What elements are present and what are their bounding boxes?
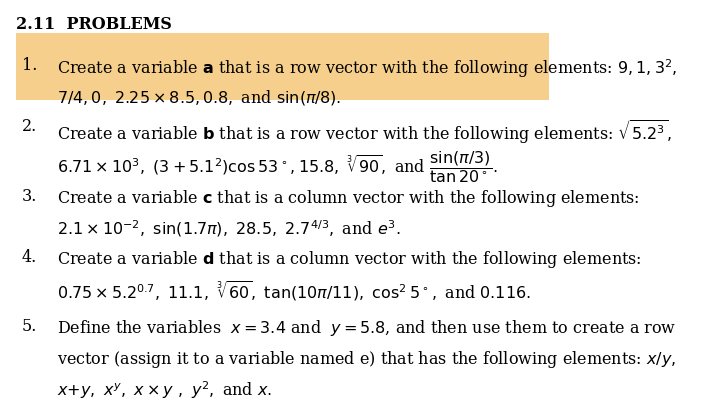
Text: 1.: 1. <box>22 57 37 74</box>
FancyBboxPatch shape <box>16 33 549 100</box>
Text: Define the variables $\ x = 3.4$ and $\ y = 5.8$, and then use them to create a : Define the variables $\ x = 3.4$ and $\ … <box>57 318 677 338</box>
Text: $0.75 \times 5.2^{0.7},\ 11.1,\ \sqrt[3]{60},\ \tan(10\pi/11),\ \cos^2 5^\circ,$: $0.75 \times 5.2^{0.7},\ 11.1,\ \sqrt[3]… <box>57 279 531 303</box>
Text: 2.: 2. <box>22 118 37 135</box>
Text: 3.: 3. <box>22 188 37 205</box>
Text: 5.: 5. <box>22 318 37 335</box>
Text: 4.: 4. <box>22 249 37 266</box>
Text: $x{+}y,\ x^y,\ x \times y\ ,\ y^2,$ and $x.$: $x{+}y,\ x^y,\ x \times y\ ,\ y^2,$ and … <box>57 379 273 401</box>
Text: $2.1 \times 10^{-2},\ \sin(1.7\pi),\ 28.5,\ 2.7^{4/3},$ and $e^3.$: $2.1 \times 10^{-2},\ \sin(1.7\pi),\ 28.… <box>57 218 401 239</box>
Text: Create a variable $\mathbf{a}$ that is a row vector with the following elements:: Create a variable $\mathbf{a}$ that is a… <box>57 57 678 80</box>
Text: Create a variable $\mathbf{b}$ that is a row vector with the following elements:: Create a variable $\mathbf{b}$ that is a… <box>57 118 672 146</box>
Text: Create a variable $\mathbf{d}$ that is a column vector with the following elemen: Create a variable $\mathbf{d}$ that is a… <box>57 249 642 270</box>
Text: vector (assign it to a variable named e) that has the following elements: $x/y,$: vector (assign it to a variable named e)… <box>57 349 677 370</box>
Text: $7/4, 0,\ 2.25 \times 8.5, 0.8,$ and $\sin(\pi/8).$: $7/4, 0,\ 2.25 \times 8.5, 0.8,$ and $\s… <box>57 88 342 107</box>
Text: $6.71 \times 10^3,\ (3+5.1^2)\cos 53^\circ, 15.8,\ \sqrt[3]{90},$ and $\dfrac{\s: $6.71 \times 10^3,\ (3+5.1^2)\cos 53^\ci… <box>57 149 498 185</box>
Text: 2.11  PROBLEMS: 2.11 PROBLEMS <box>16 16 172 33</box>
Text: Create a variable $\mathbf{c}$ that is a column vector with the following elemen: Create a variable $\mathbf{c}$ that is a… <box>57 188 640 208</box>
